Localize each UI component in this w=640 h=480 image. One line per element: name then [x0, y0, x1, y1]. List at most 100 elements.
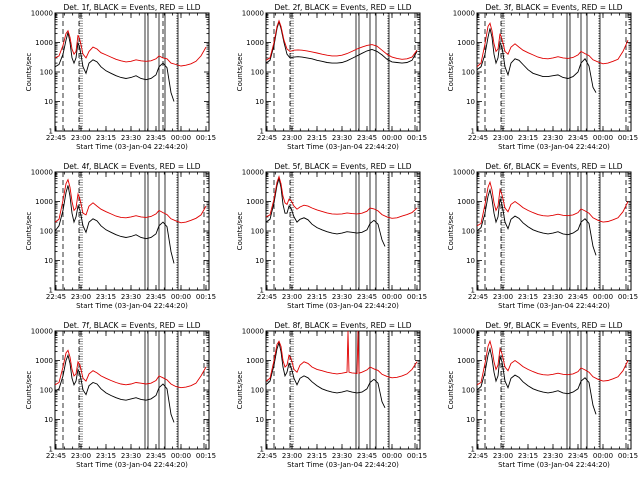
- y-tick-label: 1000: [246, 39, 264, 47]
- events-series-line: [266, 178, 386, 247]
- plot-frame: [265, 171, 421, 291]
- x-tick-label: 23:00: [71, 293, 91, 301]
- events-series-line: [477, 28, 597, 93]
- chart-panel-3: Det. 3f, BLACK = Events, RED = LLD 1 10 100…: [447, 3, 638, 151]
- lld-series-line: [266, 19, 418, 61]
- y-tick-label: 1000: [35, 198, 53, 206]
- plot-frame: [54, 12, 210, 132]
- y-tick-label: 10000: [453, 328, 475, 336]
- x-tick-label: 23:30: [121, 293, 141, 301]
- y-tick-label: 100: [462, 69, 475, 77]
- chart-panel-8: Det. 8f, BLACK = Events, RED = LLD 1 10 100…: [236, 321, 427, 469]
- x-tick-label: 23:15: [96, 452, 116, 460]
- x-tick-label: 00:15: [407, 293, 427, 301]
- y-tick-label: 10: [255, 416, 264, 424]
- lld-series-line: [55, 349, 207, 389]
- chart-panel-2: Det. 2f, BLACK = Events, RED = LLD 1 10 100…: [236, 3, 427, 151]
- x-tick-label: 22:45: [257, 452, 277, 460]
- y-tick-label: 100: [40, 387, 53, 395]
- y-tick-label: 1: [260, 287, 264, 295]
- y-axis-label: Counts/sec: [447, 53, 455, 92]
- x-tick-label: 22:45: [468, 134, 488, 142]
- y-tick-label: 100: [40, 69, 53, 77]
- x-tick-label: 23:15: [307, 134, 327, 142]
- x-axis-label: Start Time (03-Jan-04 22:44:20): [287, 302, 399, 310]
- y-tick-label: 10000: [453, 10, 475, 18]
- x-tick-label: 23:00: [493, 134, 513, 142]
- y-axis-label: Counts/sec: [236, 371, 244, 410]
- series-group: [55, 29, 207, 102]
- x-tick-label: 23:00: [282, 452, 302, 460]
- chart-title: Det. 5f, BLACK = Events, RED = LLD: [274, 162, 411, 171]
- y-tick-label: 100: [251, 228, 264, 236]
- plot-frame: [54, 171, 210, 291]
- y-tick-label: 1000: [457, 39, 475, 47]
- y-tick-label: 1: [49, 128, 53, 136]
- x-axis-label: Start Time (03-Jan-04 22:44:20): [498, 143, 610, 151]
- x-tick-label: 22:45: [46, 134, 66, 142]
- x-tick-label: 23:45: [357, 134, 377, 142]
- x-axis-label: Start Time (03-Jan-04 22:44:20): [287, 143, 399, 151]
- y-tick-label: 10: [255, 98, 264, 106]
- x-tick-label: 23:45: [146, 452, 166, 460]
- chart-panel-4: Det. 4f, BLACK = Events, RED = LLD 1 10 100…: [25, 162, 216, 310]
- x-tick-label: 22:45: [257, 293, 277, 301]
- y-axis-label: Counts/sec: [447, 371, 455, 410]
- y-tick-label: 10: [466, 416, 475, 424]
- y-tick-label: 100: [462, 387, 475, 395]
- y-tick-label: 10: [466, 257, 475, 265]
- lld-series-line: [266, 175, 418, 219]
- x-tick-label: 23:30: [332, 134, 352, 142]
- chart-title: Det. 1f, BLACK = Events, RED = LLD: [63, 3, 200, 12]
- series-group: [477, 339, 629, 415]
- y-tick-label: 1000: [457, 198, 475, 206]
- x-tick-label: 23:30: [121, 134, 141, 142]
- y-tick-label: 1: [49, 446, 53, 454]
- x-tick-label: 23:30: [332, 293, 352, 301]
- events-series-line: [55, 32, 175, 102]
- series-group: [266, 331, 418, 408]
- y-tick-label: 100: [40, 228, 53, 236]
- y-axis-label: Counts/sec: [236, 212, 244, 251]
- y-tick-label: 10000: [453, 169, 475, 177]
- x-tick-label: 00:15: [196, 452, 216, 460]
- y-tick-label: 10000: [31, 10, 53, 18]
- x-tick-label: 00:15: [618, 293, 638, 301]
- x-tick-label: 00:00: [593, 293, 613, 301]
- x-axis-label: Start Time (03-Jan-04 22:44:20): [498, 302, 610, 310]
- x-axis-label: Start Time (03-Jan-04 22:44:20): [76, 302, 188, 310]
- chart-panel-7: Det. 7f, BLACK = Events, RED = LLD 1 10 100…: [25, 321, 216, 469]
- x-tick-label: 00:00: [382, 452, 402, 460]
- x-tick-label: 23:45: [357, 293, 377, 301]
- events-series-line: [55, 353, 175, 423]
- chart-panel-1: Det. 1f, BLACK = Events, RED = LLD 1 10 100…: [25, 3, 216, 151]
- y-tick-label: 1: [471, 446, 475, 454]
- x-tick-label: 00:15: [407, 452, 427, 460]
- y-tick-label: 1000: [35, 39, 53, 47]
- y-axis-label: Counts/sec: [236, 53, 244, 92]
- lld-series-line: [477, 339, 629, 386]
- events-series-line: [477, 347, 597, 415]
- y-tick-label: 10: [466, 98, 475, 106]
- y-tick-label: 10000: [242, 10, 264, 18]
- series-group: [266, 175, 418, 247]
- x-tick-label: 23:00: [493, 452, 513, 460]
- x-tick-label: 22:45: [257, 134, 277, 142]
- chart-panel-5: Det. 5f, BLACK = Events, RED = LLD 1 10 100…: [236, 162, 427, 310]
- x-tick-label: 23:00: [282, 134, 302, 142]
- events-series-line: [266, 341, 386, 408]
- x-tick-label: 23:15: [307, 293, 327, 301]
- chart-title: Det. 4f, BLACK = Events, RED = LLD: [63, 162, 200, 171]
- x-tick-label: 23:15: [307, 452, 327, 460]
- y-axis-label: Counts/sec: [25, 53, 33, 92]
- x-tick-label: 23:30: [543, 452, 563, 460]
- y-tick-label: 10000: [31, 169, 53, 177]
- lld-series-line: [477, 180, 629, 227]
- y-tick-label: 1: [260, 446, 264, 454]
- y-tick-label: 10: [44, 416, 53, 424]
- chart-title: Det. 9f, BLACK = Events, RED = LLD: [485, 321, 622, 330]
- y-tick-label: 100: [462, 228, 475, 236]
- y-tick-label: 100: [251, 387, 264, 395]
- x-tick-label: 23:15: [518, 134, 538, 142]
